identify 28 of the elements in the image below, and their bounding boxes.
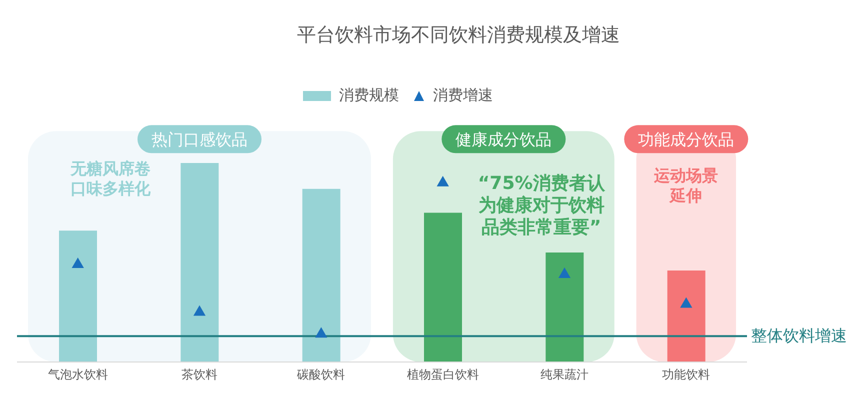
ref-line-label: 整体饮料增速 [751,326,847,346]
annotation: 运动场景延伸 [653,166,718,205]
x-tick-label: 气泡水饮料 [48,368,108,382]
point [558,267,571,278]
bar [180,163,219,362]
point [72,257,84,268]
annotation: 无糖风席卷口味多样化 [69,158,152,198]
x-tick-label: 植物蛋白饮料 [406,368,479,382]
x-tick-label: 碳酸饮料 [296,368,346,382]
annotation: “75%消费者认为健康对于饮料品类非常重要” [478,172,606,238]
legend-label: 消费增速 [433,86,493,105]
band-label: 健康成分饮品 [456,130,552,150]
point [315,327,328,338]
point [193,305,206,316]
chart-title: 平台饮料市场不同饮料消费规模及增速 [296,23,621,48]
band-label: 功能成分饮品 [638,130,734,150]
bar [546,252,584,362]
x-tick-label: 纯果蔬汁 [540,368,588,382]
x-tick-label: 功能饮料 [662,368,710,382]
bar [667,270,706,362]
point [680,297,692,308]
legend-label: 消费规模 [339,86,399,105]
point [436,176,449,186]
bar [424,212,462,362]
bar [302,188,340,362]
bar [59,230,97,362]
x-tick-label: 茶饮料 [182,368,218,382]
band-label: 热门口感饮品 [152,130,248,150]
